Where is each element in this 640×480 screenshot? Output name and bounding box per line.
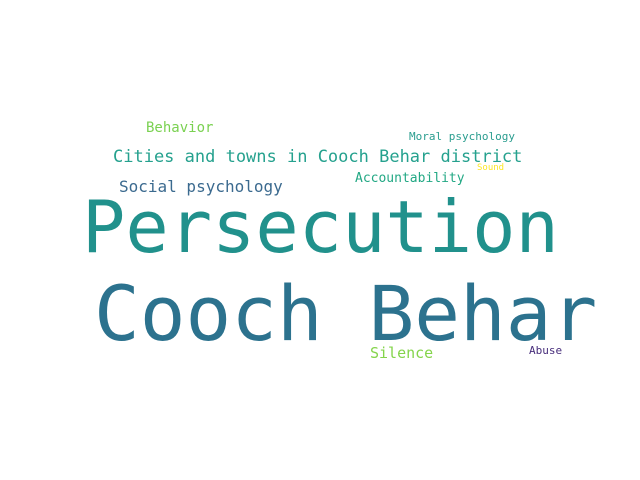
word-silence: Silence	[370, 344, 434, 362]
word-persecution: Persecution	[82, 185, 559, 269]
word-abuse: Abuse	[529, 344, 563, 357]
word-cities-and-towns: Cities and towns in Cooch Behar district	[113, 147, 523, 167]
word-accountability: Accountability	[355, 171, 465, 186]
word-social-psychology: Social psychology	[119, 177, 283, 196]
word-moral-psychology: Moral psychology	[409, 130, 515, 143]
word-cooch-behar: Cooch Behar	[94, 269, 598, 358]
word-behavior: Behavior	[146, 120, 214, 136]
word-sound: Sound	[477, 163, 505, 173]
